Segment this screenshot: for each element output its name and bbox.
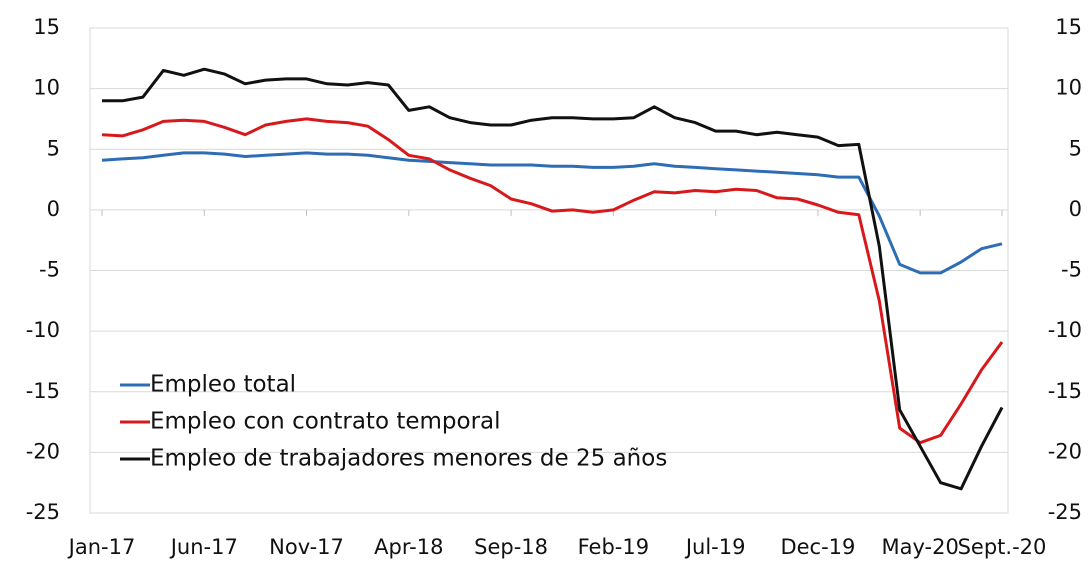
x-tick-label: Feb-19 [578,535,649,559]
y2-tick-label: -25 [1048,500,1082,524]
legend-label: Empleo con contrato temporal [150,409,501,435]
x-tick-label: Sep-18 [474,535,548,559]
y-tick-label: 15 [33,15,60,39]
y-tick-label: 0 [47,197,60,221]
y-tick-label: 10 [33,76,60,100]
legend-label: Empleo total [150,372,296,398]
series-line [101,151,1003,275]
x-tick-label: Apr-18 [374,535,443,559]
x-tick-label: Dec-19 [780,535,855,559]
x-tick-label: Sept.-20 [958,535,1047,559]
y-tick-label: 5 [47,136,60,160]
y2-tick-label: -5 [1061,258,1082,282]
y2-tick-label: -15 [1048,379,1082,403]
y-tick-label: -25 [26,500,60,524]
y-tick-label: -20 [26,439,60,463]
y2-tick-label: -10 [1048,318,1082,342]
series-line [101,117,1004,445]
legend-label: Empleo de trabajadores menores de 25 año… [150,446,667,472]
x-tick-label: May-20 [882,535,959,559]
series-line [102,67,1004,491]
y2-tick-label: -20 [1048,439,1082,463]
y-tick-label: -15 [26,379,60,403]
y-tick-label: -10 [26,318,60,342]
x-tick-label: Jun-17 [169,535,238,559]
y2-tick-label: 10 [1055,76,1082,100]
y-tick-label: -5 [39,258,60,282]
x-tick-label: Jan-17 [67,535,136,559]
y2-tick-label: 0 [1069,197,1082,221]
y2-tick-label: 15 [1055,15,1082,39]
x-tick-label: Jul-19 [684,535,746,559]
x-tick-label: Nov-17 [269,535,344,559]
y2-tick-label: 5 [1069,136,1082,160]
